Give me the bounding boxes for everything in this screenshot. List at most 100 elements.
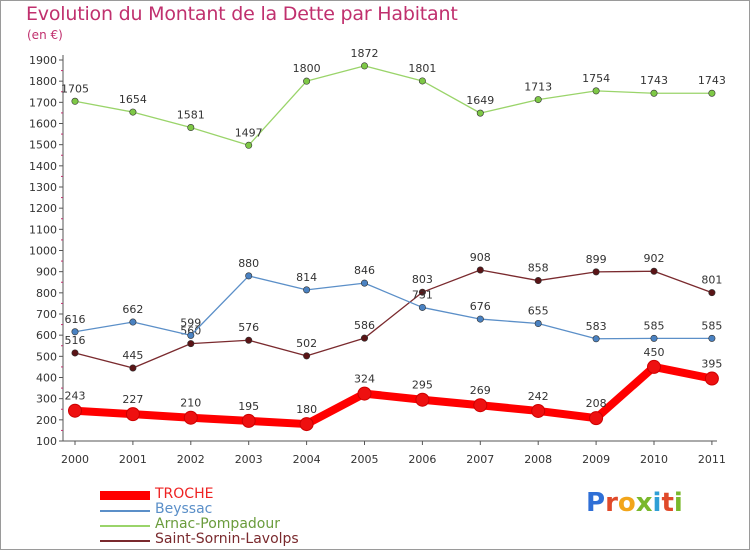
data-point	[357, 386, 372, 401]
data-point	[360, 279, 368, 287]
x-tick-label: 2003	[235, 453, 263, 466]
data-label: 662	[122, 303, 143, 316]
legend-swatch	[100, 540, 150, 542]
data-label: 908	[470, 251, 491, 264]
data-point	[418, 77, 426, 85]
data-label: 208	[586, 397, 607, 410]
data-point	[245, 141, 253, 149]
data-label: 599	[180, 316, 201, 329]
data-label: 880	[238, 257, 259, 270]
data-label: 445	[122, 349, 143, 362]
data-label: 899	[586, 253, 607, 266]
data-label: 731	[412, 288, 433, 301]
logo-letter: r	[605, 488, 618, 518]
data-point	[129, 318, 137, 326]
x-tick-label: 2008	[524, 453, 552, 466]
data-point	[476, 266, 484, 274]
data-label: 586	[354, 319, 375, 332]
data-label: 655	[528, 305, 549, 318]
x-tick-label: 2004	[293, 453, 321, 466]
data-label: 576	[238, 321, 259, 334]
data-point	[708, 89, 716, 97]
data-label: 814	[296, 271, 317, 284]
y-tick-label: 1700	[29, 96, 57, 109]
legend-swatch	[100, 525, 150, 527]
data-label: 1800	[293, 62, 321, 75]
data-point	[129, 108, 137, 116]
data-label: 1654	[119, 93, 147, 106]
data-label: 295	[412, 379, 433, 392]
x-tick-label: 2006	[408, 453, 436, 466]
x-tick-label: 2010	[640, 453, 668, 466]
y-tick-label: 1600	[29, 118, 57, 131]
data-point	[245, 336, 253, 344]
data-label: 1649	[466, 94, 494, 107]
data-label: 395	[701, 358, 722, 371]
data-point	[647, 359, 661, 374]
data-label: 210	[180, 397, 201, 410]
data-label: 243	[65, 390, 86, 403]
data-label: 269	[470, 384, 491, 397]
data-label: 583	[586, 320, 607, 333]
data-point	[71, 349, 79, 357]
data-point	[476, 315, 484, 323]
y-tick-label: 800	[36, 287, 57, 300]
data-label: 1705	[61, 82, 89, 95]
legend-label: TROCHE	[155, 486, 214, 502]
x-tick-label: 2000	[61, 453, 89, 466]
legend-label: Beyssac	[155, 501, 213, 517]
data-point	[418, 288, 426, 296]
data-point	[241, 413, 256, 428]
data-label: 1743	[640, 74, 668, 87]
y-tick-label: 1200	[29, 202, 57, 215]
data-point	[418, 303, 426, 311]
data-label: 585	[644, 319, 665, 332]
y-tick-label: 1900	[29, 54, 57, 67]
series-line	[74, 65, 713, 146]
data-label: 858	[528, 262, 549, 275]
data-point	[71, 97, 79, 105]
y-tick-label: 1000	[29, 245, 57, 258]
data-point	[303, 286, 311, 294]
y-tick-label: 600	[36, 329, 57, 342]
x-tick-label: 2007	[466, 453, 494, 466]
x-tick-label: 2009	[582, 453, 610, 466]
chart-title: Evolution du Montant de la Dette par Hab…	[26, 3, 458, 25]
data-point	[592, 87, 600, 95]
logo-letter: o	[617, 488, 636, 518]
data-point	[303, 77, 311, 85]
data-label: 324	[354, 373, 375, 386]
data-point	[534, 96, 542, 104]
data-point	[534, 277, 542, 285]
proxiti-logo: Proxiti	[586, 488, 683, 518]
logo-letter: P	[586, 488, 606, 518]
y-tick-label: 400	[36, 372, 57, 385]
series-line	[71, 362, 716, 429]
data-label: 242	[528, 390, 549, 403]
x-tick-label: 2001	[119, 453, 147, 466]
y-tick-label: 300	[36, 393, 57, 406]
data-point	[187, 331, 195, 339]
y-tick-label: 100	[36, 435, 57, 448]
data-point	[534, 320, 542, 328]
data-point	[704, 371, 719, 386]
data-label: 1581	[177, 109, 205, 122]
data-point	[245, 272, 253, 280]
data-point	[708, 334, 716, 342]
x-tick-label: 2005	[351, 453, 379, 466]
legend-swatch	[100, 491, 150, 500]
series-line	[74, 269, 713, 369]
data-point	[360, 62, 368, 70]
data-label: 1497	[235, 126, 263, 139]
data-label: 676	[470, 300, 491, 313]
data-label: 516	[65, 334, 86, 347]
y-tick-label: 1300	[29, 181, 57, 194]
data-label: 616	[65, 313, 86, 326]
y-tick-label: 1800	[29, 75, 57, 88]
data-point	[415, 392, 430, 407]
y-tick-label: 1400	[29, 160, 57, 173]
data-label: 1801	[408, 62, 436, 75]
logo-letter: i	[652, 488, 662, 518]
data-point	[589, 411, 604, 426]
data-point	[187, 124, 195, 132]
